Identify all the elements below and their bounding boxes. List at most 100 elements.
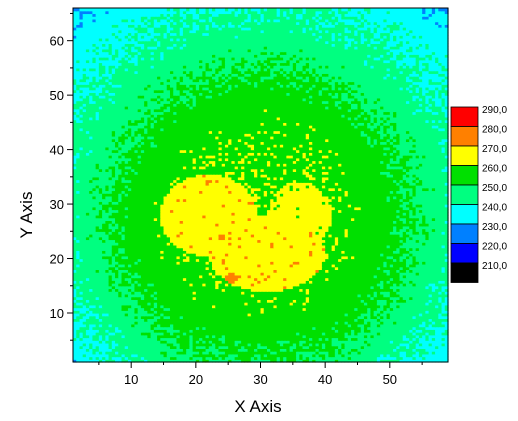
heat-cell [163,250,168,254]
heat-cell [140,334,145,339]
heat-cell [173,258,178,262]
heat-cell [393,356,397,360]
heat-cell [321,337,326,341]
heat-cell [370,318,375,322]
heat-cell [254,291,258,295]
heat-cell [115,250,119,254]
heat-cell [376,310,381,314]
heat-cell [111,329,116,333]
heat-cell [250,310,255,314]
heat-cell [422,296,426,300]
heat-cell [218,359,223,363]
heat-cell [279,280,284,284]
heat-cell [315,244,320,249]
heat-cell [224,351,229,355]
heat-cell [118,285,123,290]
heat-cell [318,253,323,257]
heat-cell [331,334,336,339]
heat-cell [308,356,313,360]
heat-cell [244,283,249,287]
heat-cell [218,340,223,344]
heat-cell [276,288,281,292]
heat-cell [179,288,184,292]
heat-cell [347,255,352,260]
heat-cell [95,272,100,276]
heat-cell [202,318,207,322]
heat-cell [376,269,381,273]
heat-cell [160,334,165,339]
heat-cell [273,342,278,347]
heat-cell [160,255,165,260]
heat-cell [108,250,113,254]
heat-cell [383,356,388,360]
heat-cell [266,285,271,290]
heat-cell [386,307,391,311]
heat-cell [367,318,372,322]
heat-cell [218,315,223,320]
heat-cell [202,261,207,265]
heat-cell [354,250,359,254]
heat-cell [431,285,436,290]
heat-cell [157,302,161,306]
heat-cell [163,332,168,336]
heat-cell [299,266,304,271]
heat-cell [360,318,365,322]
heat-cell [286,356,291,360]
heat-cell [389,337,394,341]
heat-cell [425,307,430,311]
heat-cell [166,250,171,254]
heat-cell [76,326,81,330]
heat-cell [354,258,359,262]
heat-cell [273,340,278,344]
heat-cell [396,353,401,358]
heat-cell [273,247,278,251]
heat-cell [82,345,87,349]
heat-cell [195,266,200,271]
heat-cell [338,332,342,336]
heat-cell [134,342,139,347]
heat-cell [202,296,207,300]
heat-cell [279,304,284,309]
heat-cell [254,345,258,349]
heat-cell [396,326,401,330]
heat-cell [224,247,229,251]
heat-cell [279,332,284,336]
heat-cell [150,296,155,300]
heat-cell [393,272,397,276]
heat-cell [318,277,323,281]
heat-cell [441,288,446,292]
heat-cell [176,353,181,358]
heat-cell [157,356,161,360]
heat-cell [283,323,287,328]
heat-cell [383,280,388,284]
heat-cell [224,255,229,260]
heat-cell [127,315,132,320]
heat-cell [179,258,184,262]
heat-cell [254,321,258,325]
heat-cell [360,274,365,279]
heat-cell [102,304,106,309]
heat-cell [82,356,87,360]
heat-cell [299,334,304,339]
heat-cell [286,321,291,325]
heat-cell [367,345,372,349]
heat-cell [160,359,165,363]
heat-cell [179,293,184,298]
heat-cell [276,304,281,309]
heat-cell [105,329,110,333]
heat-cell [344,255,349,260]
heat-cell [105,250,110,254]
heat-cell [341,307,346,311]
heat-cell [105,263,110,268]
heat-cell [354,326,359,330]
heat-cell [283,302,287,306]
heat-cell [318,342,323,347]
heat-cell [169,329,174,333]
heat-cell [331,321,336,325]
heat-cell [254,332,258,336]
heat-cell [318,318,323,322]
heat-cell [412,247,417,251]
heat-cell [396,356,401,360]
heat-cell [341,340,346,344]
heat-cell [354,283,359,287]
